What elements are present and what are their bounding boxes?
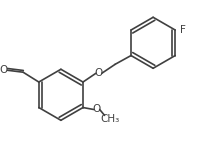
Text: CH₃: CH₃	[101, 114, 120, 124]
Text: F: F	[180, 25, 186, 35]
Text: O: O	[0, 65, 8, 75]
Text: O: O	[95, 68, 103, 78]
Text: O: O	[93, 105, 101, 115]
